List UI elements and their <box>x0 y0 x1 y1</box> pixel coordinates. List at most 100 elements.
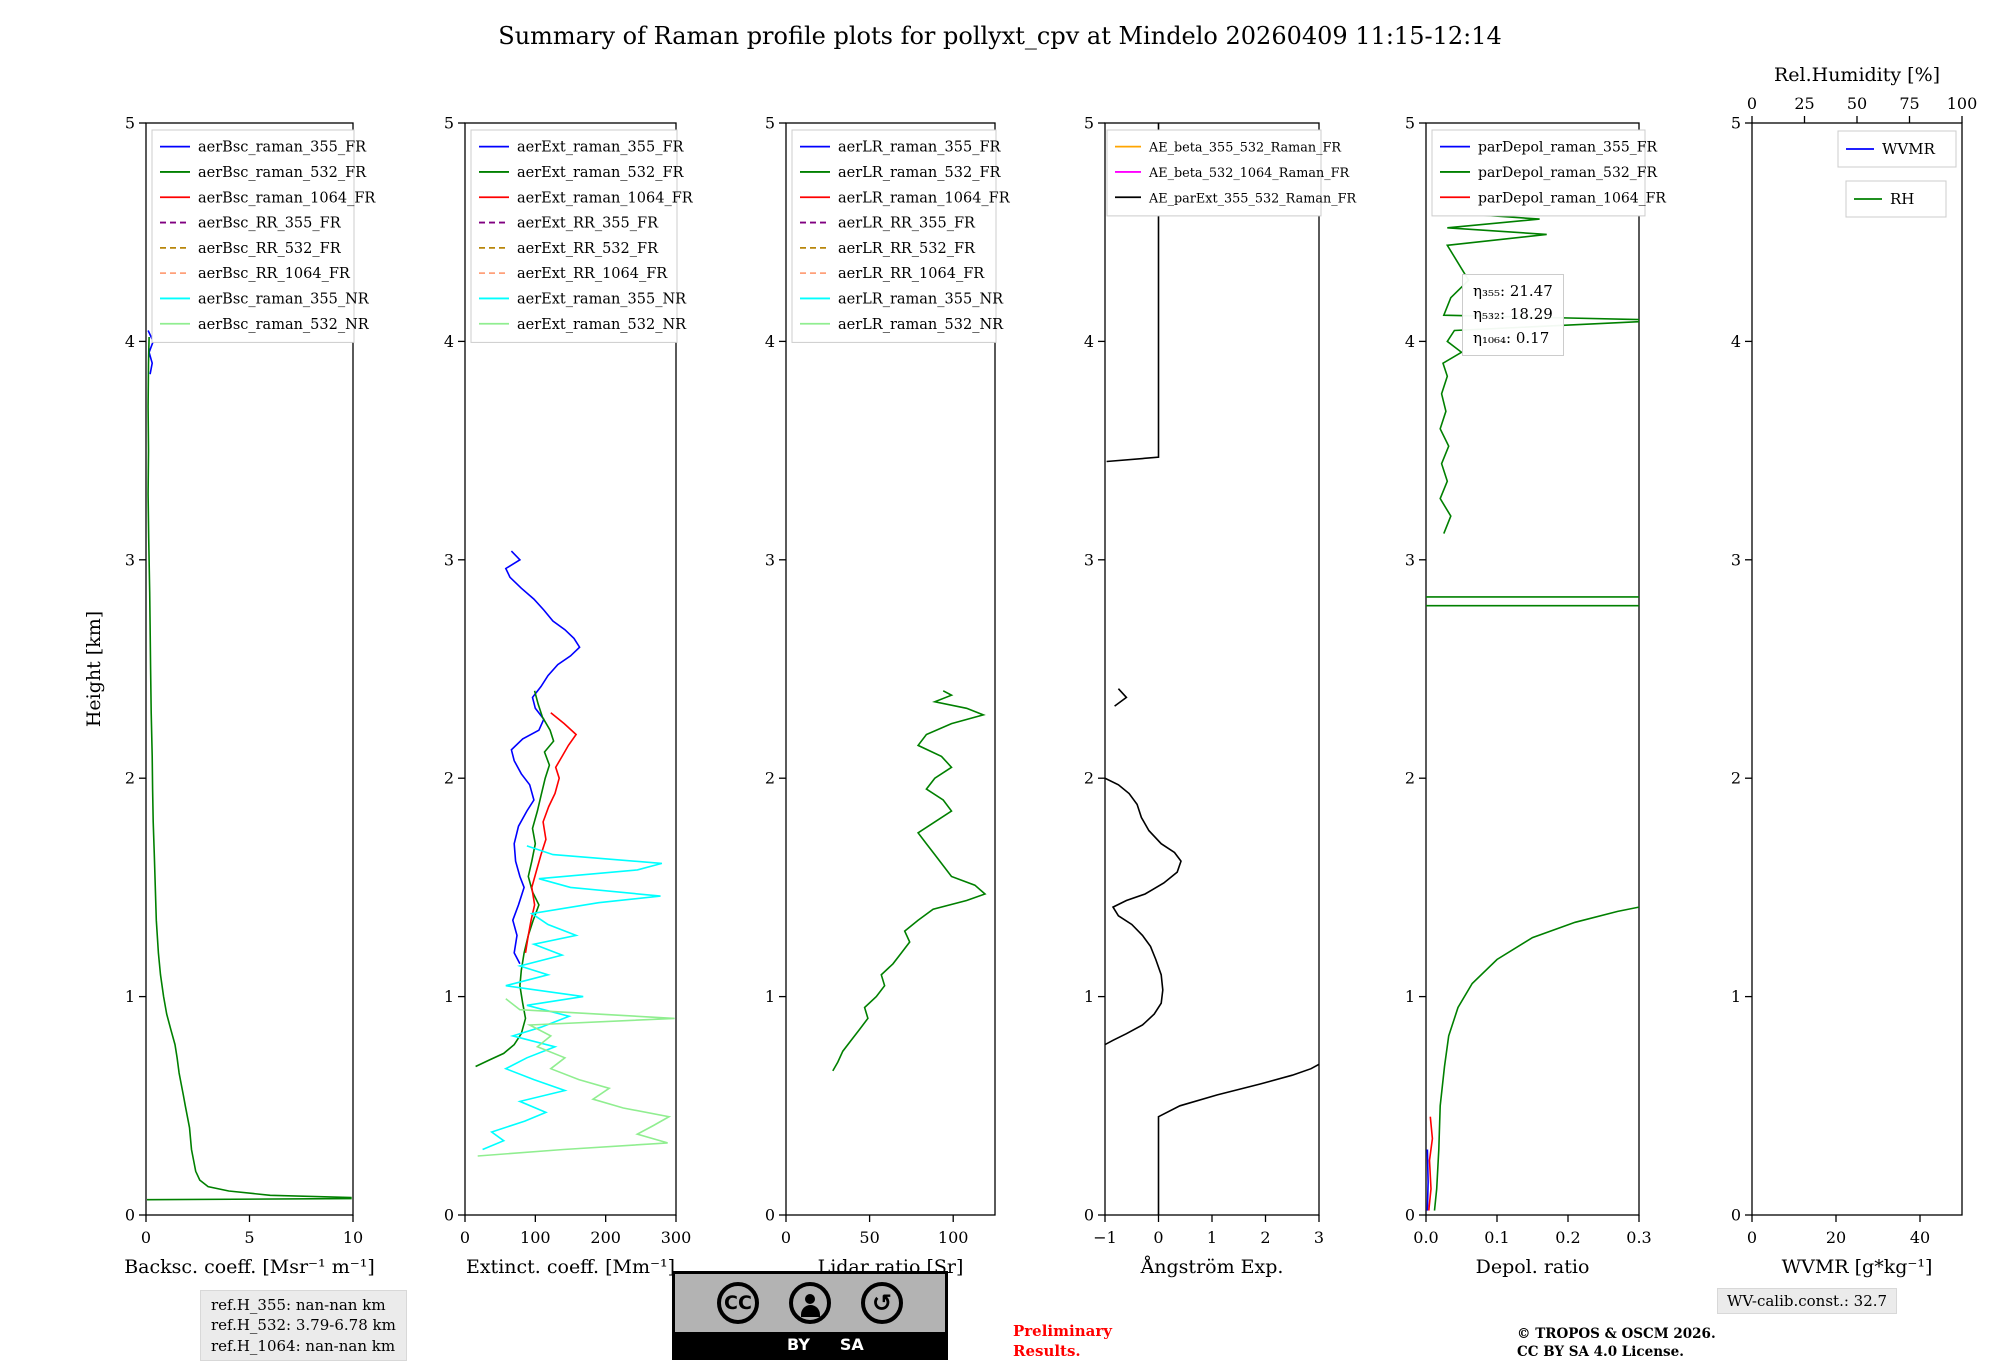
angstroem-y-tick-label: 3 <box>1084 550 1094 569</box>
extinction-legend-label: aerExt_raman_532_FR <box>517 165 685 181</box>
lidar-ratio-legend <box>791 129 997 343</box>
preliminary-results-note: Preliminary Results. <box>1013 1322 1112 1360</box>
ref-1064: ref.H_1064: nan-nan km <box>211 1336 396 1355</box>
wvmr-frame <box>1751 122 1963 1216</box>
depol-y-tick-label: 4 <box>1405 332 1415 351</box>
eta-355-value: η₃₅₅: 21.47 <box>1473 282 1553 300</box>
extinction-y-tick-label: 0 <box>444 1206 454 1225</box>
angstroem-legend-label: AE_parExt_355_532_Raman_FR <box>1148 191 1357 206</box>
angstroem-frame <box>1104 122 1320 1216</box>
panel-angstroem: 0 1 2 3 4 5 −1 0 1 2 3 Ångström Exp. AE_beta_355_532… <box>1084 114 1357 1279</box>
lidar-ratio-x-tick-label: 0 <box>781 1228 791 1247</box>
wvmr-legend-label: RH <box>1890 190 1914 208</box>
depol-legend <box>1431 129 1646 217</box>
copyright-note: © TROPOS & OSCM 2026. CC BY SA 4.0 Licen… <box>1517 1326 1716 1360</box>
extinction-legend-label: aerExt_raman_355_FR <box>517 140 685 156</box>
extinction-frame <box>464 122 677 1216</box>
backscatter-legend-label: aerBsc_raman_532_FR <box>198 165 367 181</box>
cc-icon: CC <box>717 1282 759 1324</box>
extinction-legend <box>470 129 678 343</box>
backscatter-x-tick-label: 10 <box>343 1228 363 1247</box>
depol-x-tick-label: 0.1 <box>1484 1228 1509 1247</box>
wvmr-top-tick-label: 75 <box>1899 94 1919 113</box>
extinction-y-tick-label: 4 <box>444 332 454 351</box>
lidar-ratio-y-tick-label: 1 <box>765 987 775 1006</box>
extinction-legend-label: aerExt_raman_1064_FR <box>517 190 694 206</box>
lidar-ratio-y-tick-label: 4 <box>765 332 775 351</box>
extinction-x-tick-label: 100 <box>520 1228 551 1247</box>
cc-badge-footer: BY SA <box>675 1332 945 1357</box>
series-aerExt_raman_355_NR <box>482 845 663 1151</box>
extinction-legend-label: aerExt_RR_532_FR <box>517 241 659 257</box>
lidar-ratio-x-tick-label: 100 <box>938 1228 969 1247</box>
series-aerBsc_raman_532_FR <box>146 336 352 1201</box>
attribution-person-icon <box>789 1282 831 1324</box>
lidar-ratio-y-tick-label: 3 <box>765 550 775 569</box>
angstroem-x-tick-label: 1 <box>1207 1228 1217 1247</box>
ref-355: ref.H_355: nan-nan km <box>211 1296 386 1314</box>
lidar-ratio-legend-label: aerLR_RR_355_FR <box>838 216 976 232</box>
backscatter-legend-label: aerBsc_RR_1064_FR <box>198 266 351 282</box>
wvmr-y-tick-label: 1 <box>1731 987 1741 1006</box>
angstroem-y-tick-label: 2 <box>1084 769 1094 788</box>
series-aerLR_raman_532_FR <box>832 690 987 1072</box>
panel-depol: 0 1 2 3 4 5 0.0 0.1 0.2 0.3 Depol. ratio parDepol_r… <box>1405 114 1667 1279</box>
backscatter-legend-label: aerBsc_RR_355_FR <box>198 216 342 232</box>
backscatter-legend-label: aerBsc_RR_532_FR <box>198 241 342 257</box>
wv-calibration-note: WV-calib.const.: 32.7 <box>1717 1288 1898 1314</box>
ref-532: ref.H_532: 3.79-6.78 km <box>211 1316 396 1335</box>
backscatter-legend-label: aerBsc_raman_1064_FR <box>198 190 376 206</box>
lidar-ratio-y-tick-label: 0 <box>765 1206 775 1225</box>
panel-extinction: 0 1 2 3 4 5 0 100 200 300 Extinct. coeff. [Mm⁻¹] ae… <box>444 114 694 1279</box>
depol-y-tick-label: 1 <box>1405 987 1415 1006</box>
wvmr-top-axis-label: Rel.Humidity [%] <box>1774 64 1940 86</box>
backscatter-legend-label: aerBsc_raman_355_FR <box>198 140 367 156</box>
extinction-y-tick-label: 5 <box>444 114 454 133</box>
backscatter-x-tick-label: 5 <box>244 1228 254 1247</box>
angstroem-y-tick-label: 0 <box>1084 1206 1094 1225</box>
wvmr-y-tick-label: 2 <box>1731 769 1741 788</box>
wvmr-y-tick-label: 5 <box>1731 114 1741 133</box>
wvmr-x-axis-label: WVMR [g*kg⁻¹] <box>1782 1256 1933 1278</box>
angstroem-x-tick-label: 2 <box>1260 1228 1270 1247</box>
depol-x-tick-label: 0.0 <box>1413 1228 1438 1247</box>
depol-y-tick-label: 0 <box>1405 1206 1415 1225</box>
backscatter-y-tick-label: 5 <box>125 114 135 133</box>
angstroem-y-tick-label: 5 <box>1084 114 1094 133</box>
backscatter-y-tick-label: 0 <box>125 1206 135 1225</box>
cc-icons-row: CC ↺ <box>675 1274 945 1332</box>
angstroem-x-tick-label: 3 <box>1314 1228 1324 1247</box>
extinction-x-axis-label: Extinct. coeff. [Mm⁻¹] <box>466 1256 675 1278</box>
extinction-legend-label: aerExt_RR_355_FR <box>517 216 659 232</box>
lidar-ratio-legend-label: aerLR_raman_355_NR <box>838 291 1004 307</box>
y-axis-label: Height [km] <box>83 611 105 727</box>
angstroem-x-tick-label: 0 <box>1153 1228 1163 1247</box>
depol-legend-label: parDepol_raman_355_FR <box>1478 140 1657 156</box>
depol-y-tick-label: 2 <box>1405 769 1415 788</box>
wvmr-top-tick-label: 50 <box>1847 94 1867 113</box>
backscatter-x-tick-label: 0 <box>141 1228 151 1247</box>
series-parDepol_raman_355_FR <box>1426 1149 1429 1211</box>
cc-letters: CC <box>724 1292 752 1314</box>
depol-legend-label: parDepol_raman_1064_FR <box>1478 190 1666 206</box>
wvmr-top-tick-label: 0 <box>1747 94 1757 113</box>
backscatter-legend <box>151 129 355 343</box>
lidar-ratio-x-tick-label: 50 <box>859 1228 879 1247</box>
series-aerExt_raman_532_FR <box>475 690 555 1068</box>
panel-backscatter: 0 1 2 3 4 5 0 5 10 Backsc. coeff. [Msr⁻¹ m⁻¹] aerB… <box>124 114 376 1279</box>
wvmr-y-tick-label: 0 <box>1731 1206 1741 1225</box>
cc-by-label: BY <box>787 1335 810 1354</box>
extinction-y-tick-label: 2 <box>444 769 454 788</box>
series-aerExt_raman_532_NR <box>477 998 675 1157</box>
extinction-y-tick-label: 1 <box>444 987 454 1006</box>
depol-legend-label: parDepol_raman_532_FR <box>1478 165 1657 181</box>
eta-532-value: η₅₃₂: 18.29 <box>1473 305 1553 324</box>
depol-y-tick-label: 3 <box>1405 550 1415 569</box>
lidar-ratio-legend-label: aerLR_RR_1064_FR <box>838 266 985 282</box>
lidar-ratio-legend-label: aerLR_raman_532_FR <box>838 165 1001 181</box>
series-AE_parExt_355_532_Raman_FR <box>1105 123 1319 1215</box>
extinction-x-tick-label: 300 <box>661 1228 692 1247</box>
